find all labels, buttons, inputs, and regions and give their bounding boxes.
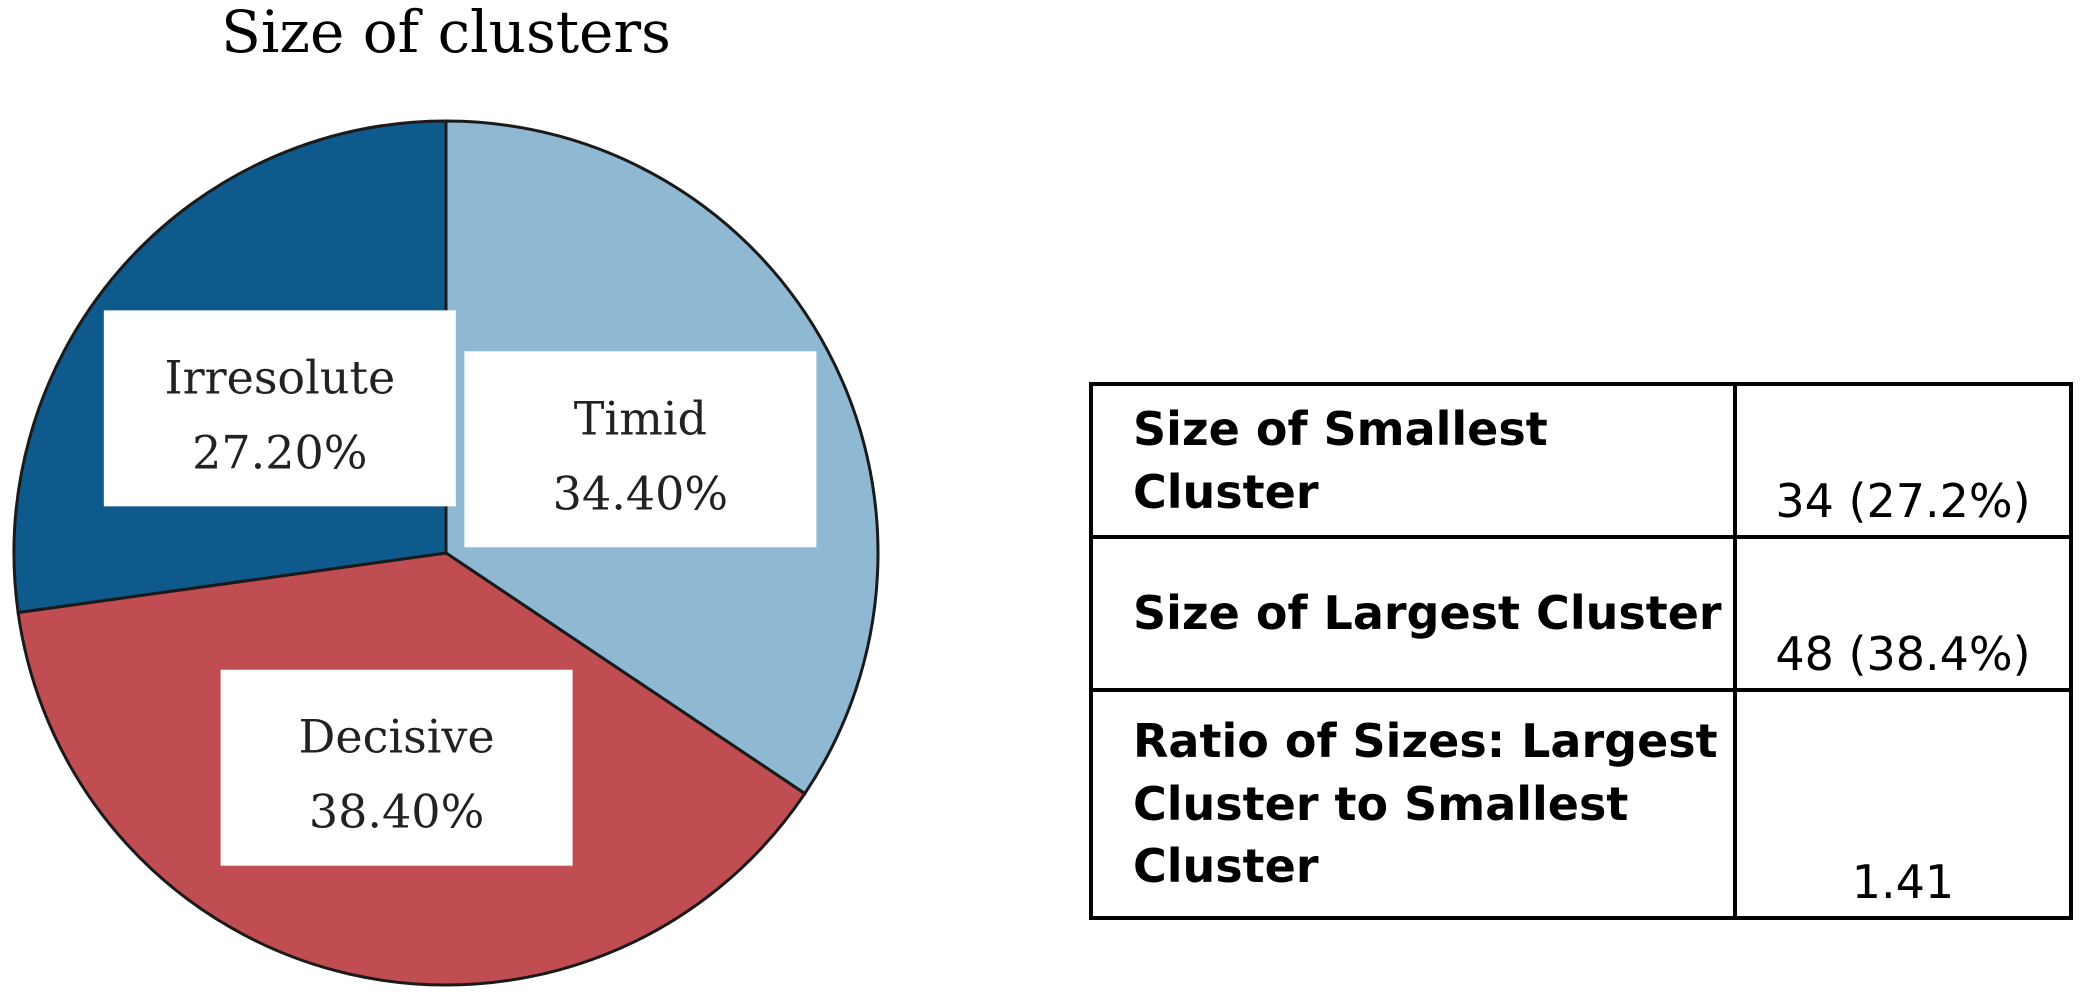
table-row: Size of Largest Cluster 48 (38.4%) [1089, 535, 2073, 692]
pie-labels: Timid 34.40% Decisive 38.40% Irresolute 27.20… [103, 310, 817, 866]
row-value-smallest: 34 (27.2%) [1733, 382, 2073, 539]
cluster-size-table: Size of Smallest Cluster 34 (27.2%) Size… [1089, 382, 2073, 920]
row-value-largest: 48 (38.4%) [1733, 535, 2073, 692]
value-label-irresolute: 27.20% [192, 425, 367, 479]
value-label-decisive: 38.40% [309, 785, 484, 839]
data-label-box-decisive [220, 669, 573, 866]
row-label-smallest: Size of Smallest Cluster [1089, 382, 1737, 539]
table-row: Ratio of Sizes: Largest Cluster to Small… [1089, 688, 2073, 920]
category-label-timid: Timid [574, 391, 707, 445]
row-label-ratio: Ratio of Sizes: Largest Cluster to Small… [1089, 688, 1737, 920]
data-label-box-timid [464, 351, 817, 548]
row-label-largest: Size of Largest Cluster [1089, 535, 1737, 692]
value-label-timid: 34.40% [553, 466, 728, 520]
category-label-decisive: Decisive [299, 710, 495, 764]
category-label-irresolute: Irresolute [164, 350, 395, 404]
table-row: Size of Smallest Cluster 34 (27.2%) [1089, 382, 2073, 539]
data-label-box-irresolute [103, 310, 456, 507]
chart-title: Size of clusters [221, 0, 671, 66]
row-value-ratio: 1.41 [1733, 688, 2073, 920]
